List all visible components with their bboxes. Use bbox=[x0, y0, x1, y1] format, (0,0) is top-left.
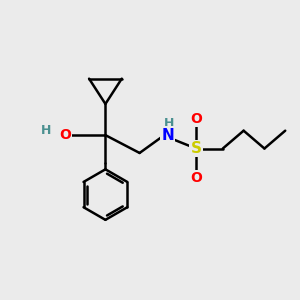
Text: H: H bbox=[164, 117, 174, 130]
Text: N: N bbox=[161, 128, 174, 142]
Text: O: O bbox=[190, 112, 202, 126]
Text: H: H bbox=[41, 124, 51, 137]
Text: O: O bbox=[190, 171, 202, 184]
Text: O: O bbox=[59, 128, 71, 142]
Text: S: S bbox=[190, 141, 202, 156]
